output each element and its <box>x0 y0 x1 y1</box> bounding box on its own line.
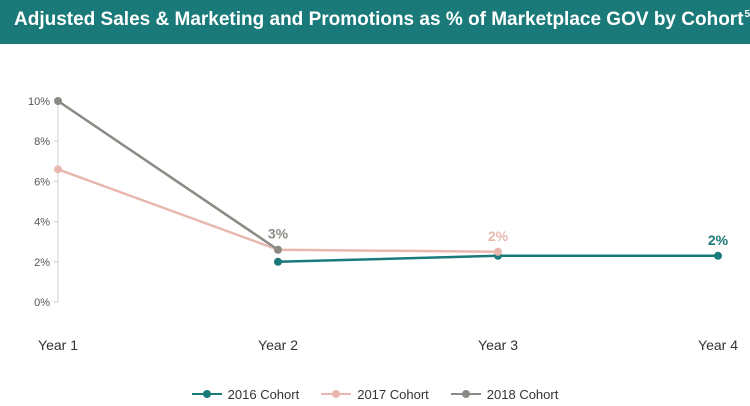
data-label: 3% <box>268 226 289 242</box>
y-tick-label: 2% <box>34 257 50 269</box>
y-tick-label: 6% <box>34 176 50 188</box>
y-tick-label: 10% <box>28 96 50 108</box>
y-tick-label: 4% <box>34 217 50 229</box>
series-line <box>57 99 279 251</box>
legend-item: 2016 Cohort <box>191 386 300 402</box>
legend-label: 2018 Cohort <box>486 386 559 402</box>
title-banner: Adjusted Sales & Marketing and Promotion… <box>0 0 750 44</box>
x-tick-label: Year 3 <box>478 337 518 353</box>
y-tick-label: 8% <box>34 136 50 148</box>
legend-swatch <box>191 389 222 399</box>
chart-legend: 2016 Cohort 2017 Cohort 2018 Cohort <box>0 384 750 404</box>
legend-swatch <box>321 389 352 399</box>
data-point <box>274 257 282 266</box>
data-point <box>714 251 722 260</box>
x-tick-label: Year 4 <box>698 337 738 353</box>
y-tick-label: 0% <box>34 297 50 309</box>
data-point <box>54 165 62 174</box>
data-point <box>274 245 282 254</box>
data-point <box>494 247 502 256</box>
legend-item: 2018 Cohort <box>450 386 559 402</box>
footnote-marker: 53 <box>744 9 750 20</box>
x-tick-label: Year 2 <box>258 337 298 353</box>
legend-label: 2017 Cohort <box>357 386 429 402</box>
chart-title: Adjusted Sales & Marketing and Promotion… <box>14 9 750 31</box>
legend-swatch <box>450 389 481 399</box>
legend-label: 2016 Cohort <box>227 386 300 402</box>
data-point <box>54 97 62 105</box>
line-chart: 0% 2% 4% 6% 8% 10% Year 1 Year 2 Year 3 Year 4 3% 2… <box>28 96 738 353</box>
data-label: 2% <box>488 228 509 244</box>
data-label: 2% <box>708 232 729 248</box>
x-tick-label: Year 1 <box>38 337 78 353</box>
legend-item: 2017 Cohort <box>321 387 429 402</box>
